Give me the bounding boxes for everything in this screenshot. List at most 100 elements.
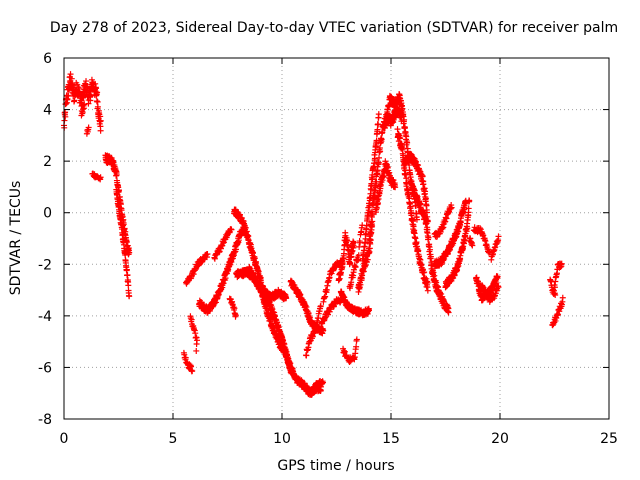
data-point (396, 135, 403, 142)
data-point (375, 111, 382, 118)
data-point (495, 233, 502, 240)
data-point (232, 312, 239, 319)
data-point (283, 295, 290, 302)
data-point (424, 279, 431, 286)
data-point (360, 268, 367, 275)
x-axis-label: GPS time / hours (277, 458, 394, 474)
data-point (419, 173, 426, 180)
y-tick-label: 2 (43, 154, 52, 170)
data-point (337, 269, 344, 276)
data-point (303, 352, 310, 359)
data-point (403, 175, 410, 182)
x-tick-label: 10 (273, 431, 291, 447)
data-point (349, 247, 356, 254)
y-tick-label: 0 (43, 206, 52, 222)
data-point (422, 195, 429, 202)
data-point (401, 116, 408, 123)
chart-title: Day 278 of 2023, Sidereal Day-to-day VTE… (50, 20, 618, 36)
data-point (267, 301, 274, 308)
data-point (121, 225, 128, 232)
data-point (204, 250, 211, 257)
data-point (94, 103, 101, 110)
data-point (346, 260, 353, 267)
data-point (440, 224, 447, 231)
data-point (228, 226, 235, 233)
data-point (113, 171, 120, 178)
data-point (355, 288, 362, 295)
data-point (384, 110, 391, 117)
y-tick-label: -8 (38, 412, 52, 428)
x-tick-labels: 0 5 10 15 20 25 (60, 431, 618, 447)
data-point (119, 231, 126, 238)
x-tick-label: 25 (600, 431, 618, 447)
data-point (350, 239, 357, 246)
data-point (551, 284, 558, 291)
data-point (424, 287, 431, 294)
data-point (448, 204, 455, 211)
x-tick-label: 20 (491, 431, 509, 447)
data-point (189, 367, 196, 374)
y-tick-label: 6 (43, 51, 52, 67)
data-point (379, 129, 386, 136)
data-point (83, 78, 90, 85)
data-point (322, 293, 329, 300)
data-point (269, 306, 276, 313)
data-point (97, 174, 104, 181)
data-point (193, 347, 200, 354)
data-point (425, 234, 432, 241)
data-point (364, 256, 371, 263)
grid-lines (64, 58, 609, 419)
data-point (353, 343, 360, 350)
data-point (368, 221, 375, 228)
data-point (465, 205, 472, 212)
data-point (435, 283, 442, 290)
data-point (320, 379, 327, 386)
data-point (320, 327, 327, 334)
data-point (374, 167, 381, 174)
data-point (493, 280, 500, 287)
data-point (126, 293, 133, 300)
data-point (408, 151, 415, 158)
data-point (410, 223, 417, 230)
data-point (431, 272, 438, 279)
data-point (64, 96, 71, 103)
data-point (494, 273, 501, 280)
data-point (125, 282, 132, 289)
data-point (374, 199, 381, 206)
y-axis-label: SDTVAR / TECUs (8, 181, 24, 296)
data-point (460, 210, 467, 217)
data-point (356, 243, 363, 250)
data-point (377, 148, 384, 155)
data-point (376, 154, 383, 161)
data-point (369, 175, 376, 182)
data-point (212, 299, 219, 306)
data-point (427, 253, 434, 260)
data-point (85, 124, 92, 131)
data-point (378, 136, 385, 143)
y-tick-label: -2 (38, 257, 52, 273)
data-point (357, 281, 364, 288)
data-point (466, 198, 473, 205)
data-point (81, 101, 88, 108)
data-point (558, 260, 565, 267)
data-point (62, 113, 69, 120)
data-point (476, 225, 483, 232)
data-point (94, 89, 101, 96)
plot-frame (63, 57, 610, 420)
data-point (367, 231, 374, 238)
data-point (123, 266, 130, 273)
data-point (403, 179, 410, 186)
data-point (559, 294, 566, 301)
data-point (422, 188, 429, 195)
data-point (352, 264, 359, 271)
data-point (430, 269, 437, 276)
data-point (421, 269, 428, 276)
data-point (433, 282, 440, 289)
data-point (404, 139, 411, 146)
y-tick-label: -4 (38, 309, 52, 325)
data-point (394, 126, 401, 133)
data-series-sdtvar (61, 71, 566, 398)
data-point (369, 210, 376, 217)
data-point (365, 307, 372, 314)
